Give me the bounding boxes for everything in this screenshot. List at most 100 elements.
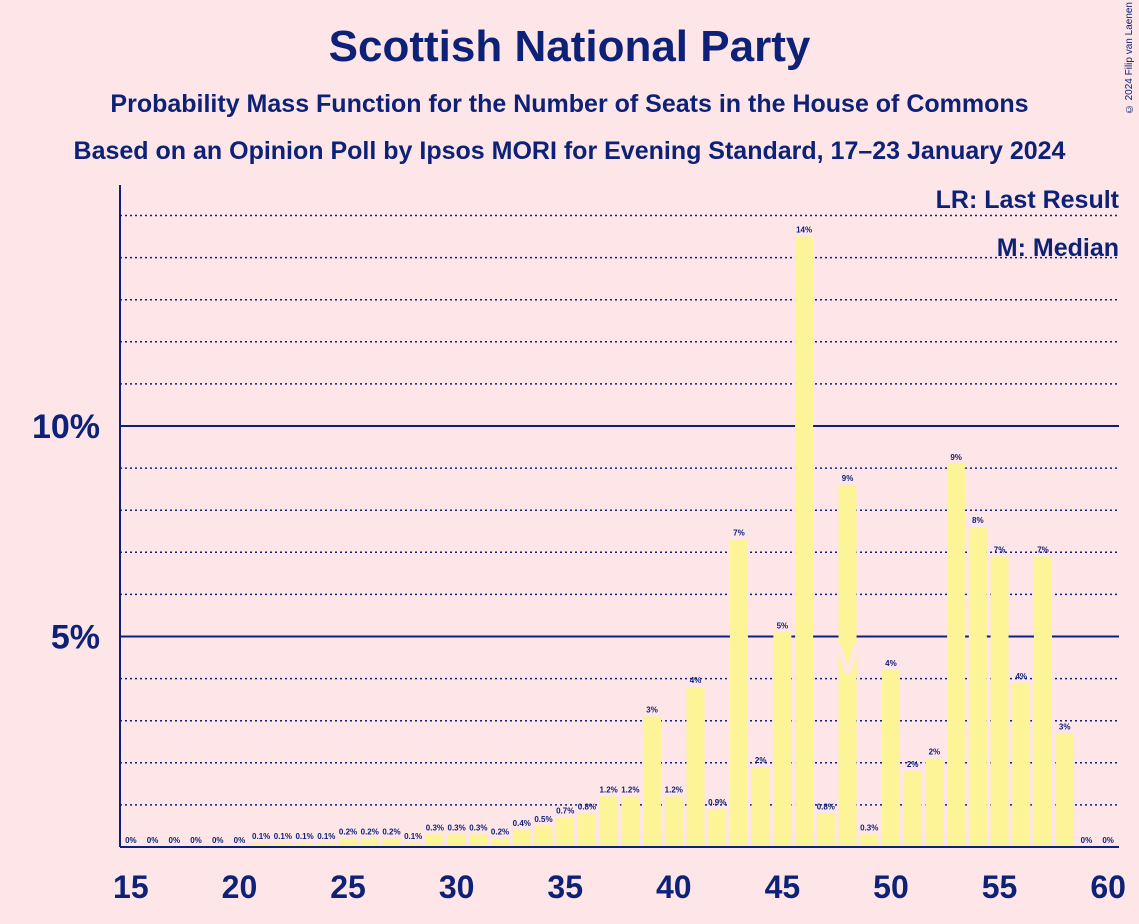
data-label-seat-19: 0%: [212, 836, 224, 845]
x-tick-label: 40: [656, 869, 692, 905]
data-label-seat-31: 0.3%: [469, 823, 487, 832]
data-label-seat-45: 5%: [777, 621, 789, 630]
data-label-seat-17: 0%: [169, 836, 181, 845]
bar-seat-53: [947, 463, 966, 847]
data-label-seat-34: 0.5%: [534, 815, 552, 824]
bars: [252, 236, 1074, 848]
bar-seat-50: [881, 670, 900, 847]
data-label-seat-29: 0.3%: [426, 823, 444, 832]
data-label-seat-60: 0%: [1102, 836, 1114, 845]
bar-seat-31: [469, 834, 488, 847]
bar-seat-48: [838, 484, 857, 847]
bar-seat-44: [751, 767, 770, 847]
data-label-seat-48: 9%: [842, 474, 854, 483]
bar-seat-39: [643, 716, 662, 847]
bar-seat-24: [317, 842, 336, 847]
bar-seat-41: [686, 687, 705, 847]
bar-seat-51: [903, 771, 922, 847]
median-marker: M: [829, 635, 866, 684]
chart-subtitle: Probability Mass Function for the Number…: [110, 90, 1029, 118]
chart-source-subtitle: Based on an Opinion Poll by Ipsos MORI f…: [73, 137, 1066, 165]
bar-seat-49: [860, 834, 879, 847]
x-tick-label: 60: [1090, 869, 1126, 905]
data-label-seat-54: 8%: [972, 516, 984, 525]
bar-seat-23: [295, 842, 314, 847]
axes: 5% 10% 15 20 25 30 35 40 45 50 55 60: [32, 185, 1126, 905]
legend-last-result: LR: Last Result: [935, 186, 1119, 214]
data-label-seat-49: 0.3%: [860, 823, 878, 832]
data-label-seat-43: 7%: [733, 529, 745, 538]
data-label-seat-47: 0.8%: [817, 802, 835, 811]
data-label-seat-27: 0.2%: [382, 828, 400, 837]
data-label-seat-39: 3%: [646, 705, 658, 714]
bar-seat-46: [795, 236, 814, 848]
data-label-seat-22: 0.1%: [274, 832, 292, 841]
bar-seat-45: [773, 632, 792, 847]
bar-seat-21: [252, 842, 271, 847]
data-label-seat-25: 0.2%: [339, 828, 357, 837]
bar-seat-29: [425, 834, 444, 847]
bar-seat-38: [621, 796, 640, 847]
data-label-seat-33: 0.4%: [513, 819, 531, 828]
x-tick-label: 50: [873, 869, 909, 905]
x-tick-label: 20: [222, 869, 258, 905]
data-label-seat-18: 0%: [190, 836, 202, 845]
bar-seat-56: [1012, 682, 1031, 847]
bar-seat-40: [664, 796, 683, 847]
x-tick-label: 25: [330, 869, 366, 905]
bar-seat-33: [512, 830, 531, 847]
x-tick-label: 35: [547, 869, 583, 905]
data-label-seat-20: 0%: [234, 836, 246, 845]
bar-seat-37: [599, 796, 618, 847]
bar-seat-52: [925, 758, 944, 847]
x-tick-label: 30: [439, 869, 475, 905]
bar-seat-27: [382, 838, 401, 847]
bar-seat-43: [729, 539, 748, 847]
bar-seat-22: [273, 842, 292, 847]
data-label-seat-51: 2%: [907, 760, 919, 769]
data-label-seat-55: 7%: [994, 546, 1006, 555]
bar-seat-25: [339, 838, 358, 847]
bar-seat-47: [816, 813, 835, 847]
data-label-seat-36: 0.8%: [578, 802, 596, 811]
data-label-seat-30: 0.3%: [448, 823, 466, 832]
data-label-seat-46: 14%: [796, 226, 812, 235]
data-label-seat-50: 4%: [885, 659, 897, 668]
data-label-seat-24: 0.1%: [317, 832, 335, 841]
data-label-seat-37: 1.2%: [600, 785, 618, 794]
x-tick-label: 45: [765, 869, 801, 905]
bar-seat-26: [360, 838, 379, 847]
data-label-seat-38: 1.2%: [621, 785, 639, 794]
bar-seat-57: [1033, 556, 1052, 847]
data-label-seat-41: 4%: [690, 676, 702, 685]
data-labels: 0% 0% 0% 0% 0% 0% 0.1% 0.1% 0.1% 0.1% 0.2% 0.2% 0.2%…: [125, 226, 1114, 845]
data-label-seat-57: 7%: [1037, 546, 1049, 555]
data-label-seat-26: 0.2%: [361, 828, 379, 837]
bar-seat-54: [968, 527, 987, 847]
x-tick-label: 15: [113, 869, 149, 905]
bar-seat-32: [491, 838, 510, 847]
bar-seat-42: [708, 809, 727, 847]
y-tick-label: 10%: [32, 408, 100, 446]
chart-title: Scottish National Party: [328, 22, 811, 71]
data-label-seat-15: 0%: [125, 836, 137, 845]
bar-seat-30: [447, 834, 466, 847]
data-label-seat-35: 0.7%: [556, 807, 574, 816]
x-tick-label: 55: [982, 869, 1018, 905]
bar-seat-36: [577, 813, 596, 847]
data-label-seat-40: 1.2%: [665, 785, 683, 794]
bar-seat-58: [1055, 733, 1074, 847]
data-label-seat-53: 9%: [950, 453, 962, 462]
bar-seat-35: [556, 817, 575, 847]
legend-median: M: Median: [996, 234, 1119, 262]
data-label-seat-32: 0.2%: [491, 828, 509, 837]
data-label-seat-42: 0.9%: [708, 798, 726, 807]
data-label-seat-52: 2%: [929, 748, 941, 757]
bar-seat-28: [404, 842, 423, 847]
data-label-seat-59: 0%: [1081, 836, 1093, 845]
bar-seat-55: [990, 556, 1009, 847]
data-label-seat-28: 0.1%: [404, 832, 422, 841]
data-label-seat-58: 3%: [1059, 722, 1071, 731]
data-label-seat-56: 4%: [1015, 672, 1027, 681]
